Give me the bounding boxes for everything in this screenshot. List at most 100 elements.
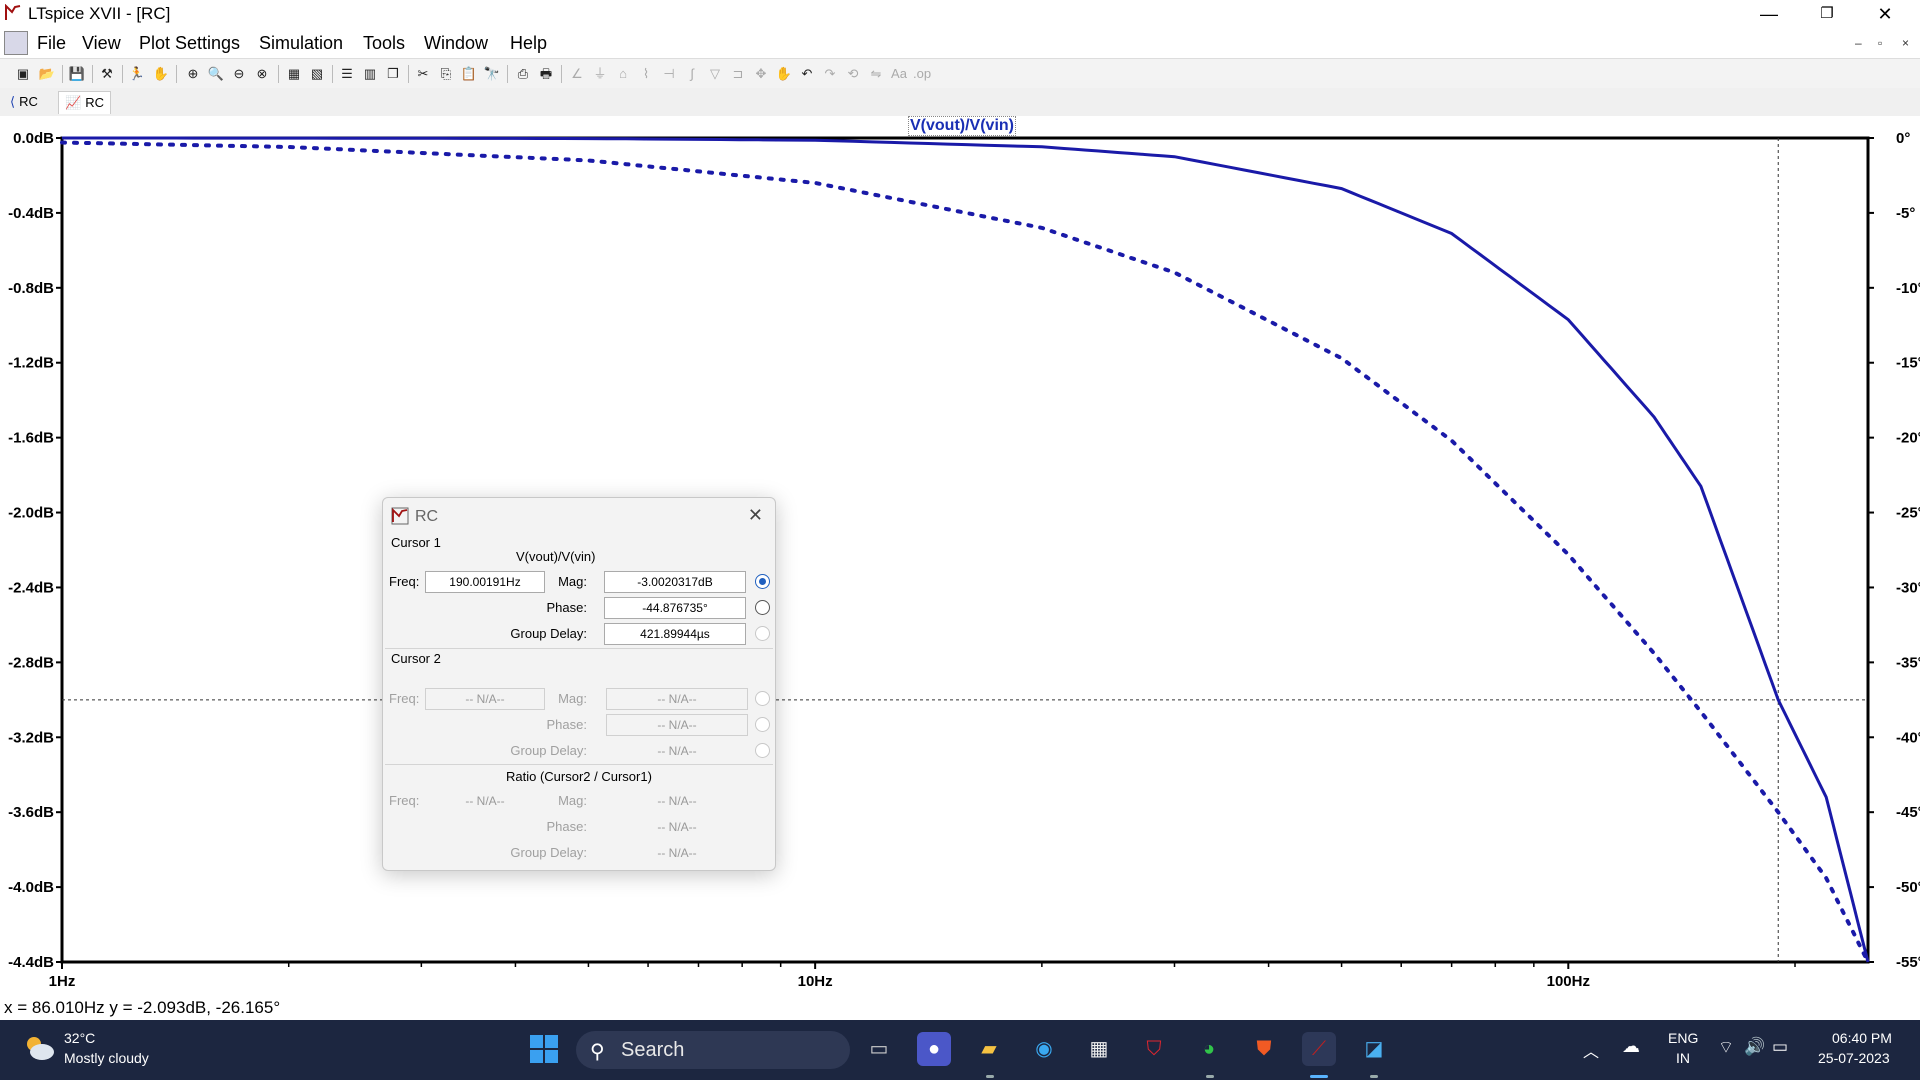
cloud-sun-icon[interactable]	[22, 1034, 56, 1062]
menu-window[interactable]: Window	[424, 33, 489, 53]
y-left-tick-label: -0.4dB	[8, 205, 54, 222]
menu-tools[interactable]: Tools	[363, 33, 406, 53]
zoom-out-icon[interactable]: ⊖	[233, 66, 245, 81]
volume-icon[interactable]: 🔊	[1744, 1037, 1766, 1056]
tile-horizontal-icon[interactable]: ☰	[341, 66, 353, 81]
zoom-in-icon[interactable]: ⊕	[187, 66, 199, 81]
autorange-icon[interactable]: ▦	[287, 66, 301, 81]
label-net-icon[interactable]: ⌂	[619, 66, 627, 81]
spice-directive-icon[interactable]: .op	[913, 66, 932, 81]
file-explorer-icon[interactable]: ▰	[981, 1038, 997, 1060]
mirror-icon[interactable]: ⇋	[870, 66, 882, 81]
mcafee-icon[interactable]: ⛉	[1146, 1038, 1162, 1060]
undo-icon[interactable]: ↶	[801, 66, 813, 81]
cursor1-trace: V(vout)/V(vin)	[516, 549, 596, 564]
phase-radio[interactable]	[755, 600, 770, 615]
dialog-close-icon[interactable]: ✕	[747, 505, 763, 525]
plot-frame	[60, 136, 1870, 964]
tab-waveform-rc[interactable]: 📈 RC	[58, 91, 111, 114]
drag-icon[interactable]: ✋	[775, 66, 793, 81]
menu-file[interactable]: File	[37, 33, 67, 53]
phase-label: Phase:	[546, 717, 587, 732]
tab-schematic-rc[interactable]: ⟨ RC	[4, 91, 44, 113]
trace-label[interactable]: V(vout)/V(vin)	[908, 116, 1016, 136]
menu-view[interactable]: View	[82, 33, 121, 53]
menu-help[interactable]: Help	[510, 33, 548, 53]
plot-canvas[interactable]: 0.0dB -0.4dB -0.8dB -1.2dB -1.6dB -2.0dB -2.4d…	[0, 116, 1920, 1000]
magnitude-trace	[62, 136, 1870, 963]
cursor1-freq-field[interactable]: 190.00191Hz	[425, 571, 545, 593]
text-icon[interactable]: Aa	[891, 66, 907, 81]
move-icon[interactable]: ✥	[755, 66, 767, 81]
ratio-heading: Ratio (Cursor2 / Cursor1)	[506, 769, 652, 784]
language-in[interactable]: IN	[1676, 1050, 1690, 1066]
redo-icon[interactable]: ↷	[824, 66, 836, 81]
cursor-dialog[interactable]: RC ✕ Cursor 1 V(vout)/V(vin) Freq: 190.0…	[382, 497, 776, 871]
waveform-plot[interactable]: 0.0dB -0.4dB -0.8dB -1.2dB -1.6dB -2.0dB -2.4d…	[0, 116, 1920, 1006]
tile-vertical-icon[interactable]: ▥	[363, 66, 377, 81]
wifi-icon[interactable]: ⌔	[1718, 1038, 1734, 1057]
paste-icon[interactable]: 📋	[460, 66, 478, 81]
halt-icon[interactable]: ✋	[152, 66, 170, 81]
print-setup-icon[interactable]: ⎙	[517, 66, 529, 81]
photos-icon[interactable]: ◪	[1364, 1038, 1384, 1060]
restore-button[interactable]: ❐	[1820, 5, 1834, 22]
taskbar-search[interactable]: ⚲ Search	[576, 1031, 850, 1069]
onedrive-cloud-icon[interactable]: ☁	[1622, 1036, 1640, 1056]
ground-icon[interactable]: ⏚	[593, 66, 607, 81]
run-icon[interactable]: 🏃	[128, 66, 146, 81]
language-eng[interactable]: ENG	[1668, 1030, 1699, 1046]
component-icon[interactable]: ⊐	[732, 66, 744, 81]
brave-browser-icon[interactable]: ⛊	[1256, 1038, 1272, 1060]
edge-browser-icon[interactable]: ◉	[1035, 1038, 1053, 1060]
battery-icon[interactable]: ▭	[1772, 1037, 1789, 1056]
weather-temp[interactable]: 32°C	[64, 1030, 96, 1046]
y-left-tick-label: -4.4dB	[8, 954, 54, 971]
show-hidden-icons-icon[interactable]: ︿	[1583, 1044, 1600, 1061]
task-view-icon[interactable]: ▭	[869, 1038, 889, 1060]
resistor-icon[interactable]: ⌇	[642, 66, 650, 81]
print-icon[interactable]: 🖶	[539, 66, 553, 81]
ltspice-taskbar-icon[interactable]: ⟋	[1302, 1032, 1336, 1066]
new-schematic-icon[interactable]: ▣	[16, 66, 30, 81]
clock-date[interactable]: 25-07-2023	[1818, 1050, 1890, 1066]
clock-time[interactable]: 06:40 PM	[1832, 1030, 1892, 1046]
minimize-button[interactable]: —	[1760, 4, 1778, 24]
document-menu-icon[interactable]	[4, 31, 28, 55]
save-icon[interactable]: 💾	[68, 66, 86, 81]
capacitor-icon[interactable]: ⊣	[663, 66, 675, 81]
open-icon[interactable]: 📂	[38, 66, 56, 81]
rotate-icon[interactable]: ⟲	[847, 66, 859, 81]
freq-label: Freq:	[389, 793, 420, 808]
find-icon[interactable]: 🔭	[483, 66, 501, 81]
cursor1-group-delay-field[interactable]: 421.89944µs	[604, 623, 746, 645]
group-delay-radio[interactable]	[755, 626, 770, 641]
windows-start-icon[interactable]	[527, 1032, 561, 1066]
control-panel-icon[interactable]: ⚒	[101, 66, 113, 81]
microsoft-store-icon[interactable]: ▦	[1089, 1038, 1109, 1060]
inductor-icon[interactable]: ∫	[690, 66, 694, 81]
y-left-tick-label: -4.0dB	[8, 879, 54, 896]
cursor2-phase-radio	[755, 717, 770, 732]
add-trace-icon[interactable]: ▧	[310, 66, 324, 81]
cursor1-mag-field[interactable]: -3.0020317dB	[604, 571, 746, 593]
menu-simulation[interactable]: Simulation	[259, 33, 344, 53]
whatsapp-icon[interactable]: ◕	[1202, 1038, 1216, 1060]
weather-desc[interactable]: Mostly cloudy	[64, 1050, 149, 1066]
zoom-fit-icon[interactable]: ⊗	[256, 66, 268, 81]
diode-icon[interactable]: ▽	[710, 66, 720, 81]
cascade-icon[interactable]: ❐	[387, 66, 399, 81]
zoom-pan-icon[interactable]: 🔍	[207, 66, 225, 81]
menu-plot-settings[interactable]: Plot Settings	[139, 33, 241, 53]
mdi-minimize-icon[interactable]: –	[1855, 36, 1862, 50]
copy-icon[interactable]: ⎘	[440, 66, 452, 81]
cursor1-phase-field[interactable]: -44.876735°	[604, 597, 746, 619]
wire-icon[interactable]: ∠	[571, 66, 583, 81]
y-right-tick-label: -25°	[1896, 505, 1920, 522]
mdi-close-icon[interactable]: ×	[1902, 36, 1910, 50]
close-button[interactable]: ✕	[1877, 4, 1893, 24]
teams-chat-icon[interactable]: ●	[917, 1032, 951, 1066]
mag-radio[interactable]	[755, 574, 770, 589]
cut-icon[interactable]: ✂	[417, 66, 429, 81]
mdi-restore-icon[interactable]: ▫	[1878, 36, 1883, 50]
